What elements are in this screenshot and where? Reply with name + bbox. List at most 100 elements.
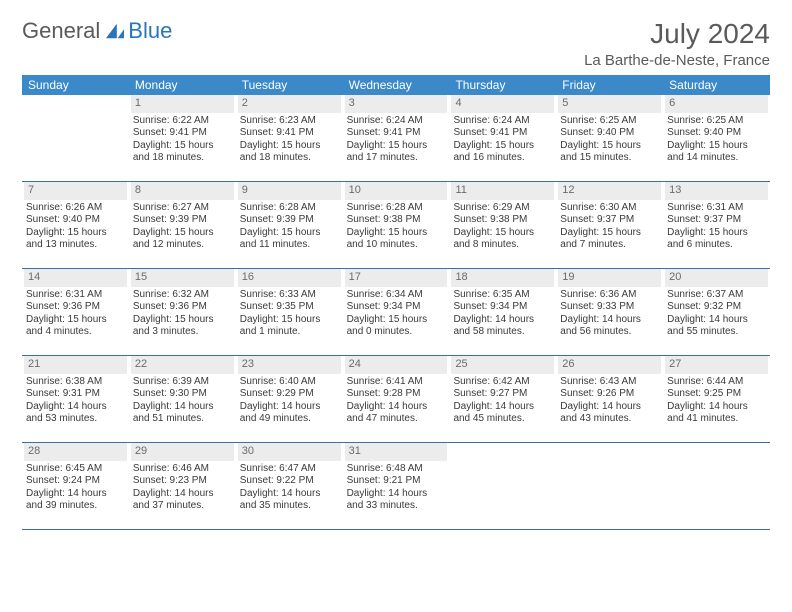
daylight-text: Daylight: 15 hours <box>24 314 127 327</box>
day-cell <box>449 443 556 529</box>
day-cell: 11 Sunrise: 6:29 AMSunset: 9:38 PMDayligh… <box>449 182 556 268</box>
daylight-text: and 6 minutes. <box>665 239 768 252</box>
sunset-text: Sunset: 9:39 PM <box>131 214 234 227</box>
sunrise-text: Sunrise: 6:48 AM <box>345 463 448 476</box>
daylight-text: Daylight: 15 hours <box>238 140 341 153</box>
daylight-text: Daylight: 14 hours <box>558 401 661 414</box>
day-number: 4 <box>451 95 554 113</box>
sunset-text: Sunset: 9:37 PM <box>665 214 768 227</box>
daylight-text: Daylight: 14 hours <box>345 488 448 501</box>
day-number: 22 <box>131 356 234 374</box>
sunrise-text: Sunrise: 6:28 AM <box>238 202 341 215</box>
day-cell: 15Sunrise: 6:32 AMSunset: 9:36 PMDayligh… <box>129 269 236 355</box>
daylight-text: and 10 minutes. <box>345 239 448 252</box>
daylight-text: and 11 minutes. <box>238 239 341 252</box>
sunset-text: Sunset: 9:22 PM <box>238 475 341 488</box>
sunrise-text: Sunrise: 6:29 AM <box>451 202 554 215</box>
daylight-text: Daylight: 14 hours <box>558 314 661 327</box>
logo-text-general: General <box>22 18 100 44</box>
daylight-text: Daylight: 15 hours <box>345 227 448 240</box>
sunset-text: Sunset: 9:23 PM <box>131 475 234 488</box>
day-number: 29 <box>131 443 234 461</box>
sunset-text: Sunset: 9:40 PM <box>558 127 661 140</box>
daylight-text: Daylight: 15 hours <box>131 314 234 327</box>
sunrise-text: Sunrise: 6:43 AM <box>558 376 661 389</box>
daylight-text: Daylight: 15 hours <box>131 227 234 240</box>
sunrise-text: Sunrise: 6:26 AM <box>24 202 127 215</box>
daylight-text: and 14 minutes. <box>665 152 768 165</box>
sunrise-text: Sunrise: 6:33 AM <box>238 289 341 302</box>
daylight-text: and 33 minutes. <box>345 500 448 513</box>
sunset-text: Sunset: 9:32 PM <box>665 301 768 314</box>
sunset-text: Sunset: 9:21 PM <box>345 475 448 488</box>
logo-text-blue: Blue <box>128 18 172 44</box>
day-cell: 23Sunrise: 6:40 AMSunset: 9:29 PMDayligh… <box>236 356 343 442</box>
sunrise-text: Sunrise: 6:30 AM <box>558 202 661 215</box>
daylight-text: Daylight: 15 hours <box>345 314 448 327</box>
daylight-text: and 43 minutes. <box>558 413 661 426</box>
day-number: 25 <box>451 356 554 374</box>
sunrise-text: Sunrise: 6:47 AM <box>238 463 341 476</box>
daylight-text: and 56 minutes. <box>558 326 661 339</box>
dow-friday: Friday <box>556 75 663 95</box>
day-number: 19 <box>558 269 661 287</box>
day-cell: 10Sunrise: 6:28 AMSunset: 9:38 PMDayligh… <box>343 182 450 268</box>
day-cell: 6Sunrise: 6:25 AMSunset: 9:40 PMDaylight… <box>663 95 770 181</box>
sunrise-text: Sunrise: 6:38 AM <box>24 376 127 389</box>
daylight-text: and 1 minute. <box>238 326 341 339</box>
day-number: 26 <box>558 356 661 374</box>
week-row: 7Sunrise: 6:26 AMSunset: 9:40 PMDaylight… <box>22 182 770 269</box>
daylight-text: Daylight: 15 hours <box>451 227 554 240</box>
daylight-text: Daylight: 14 hours <box>451 314 554 327</box>
day-cell: 7Sunrise: 6:26 AMSunset: 9:40 PMDaylight… <box>22 182 129 268</box>
daylight-text: Daylight: 15 hours <box>665 227 768 240</box>
daylight-text: and 37 minutes. <box>131 500 234 513</box>
sunset-text: Sunset: 9:31 PM <box>24 388 127 401</box>
sunrise-text: Sunrise: 6:35 AM <box>451 289 554 302</box>
daylight-text: Daylight: 15 hours <box>665 140 768 153</box>
sunset-text: Sunset: 9:38 PM <box>345 214 448 227</box>
daylight-text: Daylight: 15 hours <box>238 314 341 327</box>
day-number: 11 <box>451 182 554 200</box>
day-number: 7 <box>24 182 127 200</box>
day-number: 24 <box>345 356 448 374</box>
daylight-text: Daylight: 15 hours <box>345 140 448 153</box>
sunset-text: Sunset: 9:38 PM <box>451 214 554 227</box>
month-title: July 2024 <box>584 18 770 50</box>
sunset-text: Sunset: 9:39 PM <box>238 214 341 227</box>
daylight-text: and 12 minutes. <box>131 239 234 252</box>
sunrise-text: Sunrise: 6:40 AM <box>238 376 341 389</box>
day-cell: 3Sunrise: 6:24 AMSunset: 9:41 PMDaylight… <box>343 95 450 181</box>
daylight-text: and 58 minutes. <box>451 326 554 339</box>
day-number: 28 <box>24 443 127 461</box>
daylight-text: Daylight: 14 hours <box>345 401 448 414</box>
daylight-text: Daylight: 14 hours <box>238 488 341 501</box>
sunset-text: Sunset: 9:24 PM <box>24 475 127 488</box>
day-cell: 17Sunrise: 6:34 AMSunset: 9:34 PMDayligh… <box>343 269 450 355</box>
day-number: 6 <box>665 95 768 113</box>
sunset-text: Sunset: 9:41 PM <box>238 127 341 140</box>
daylight-text: and 0 minutes. <box>345 326 448 339</box>
sunset-text: Sunset: 9:33 PM <box>558 301 661 314</box>
day-cell: 12Sunrise: 6:30 AMSunset: 9:37 PMDayligh… <box>556 182 663 268</box>
daylight-text: Daylight: 14 hours <box>24 401 127 414</box>
sunrise-text: Sunrise: 6:45 AM <box>24 463 127 476</box>
daylight-text: and 55 minutes. <box>665 326 768 339</box>
daylight-text: Daylight: 15 hours <box>451 140 554 153</box>
logo-sail-icon <box>104 22 126 40</box>
daylight-text: and 18 minutes. <box>131 152 234 165</box>
day-cell <box>663 443 770 529</box>
day-cell: 26Sunrise: 6:43 AMSunset: 9:26 PMDayligh… <box>556 356 663 442</box>
dow-tuesday: Tuesday <box>236 75 343 95</box>
week-row: 28 Sunrise: 6:45 AMSunset: 9:24 PM Dayligh… <box>22 443 770 530</box>
day-cell: 21 Sunrise: 6:38 AMSunset: 9:31 PMDayligh… <box>22 356 129 442</box>
day-number: 1 <box>131 95 234 113</box>
dow-thursday: Thursday <box>449 75 556 95</box>
daylight-text: and 53 minutes. <box>24 413 127 426</box>
day-number: 13 <box>665 182 768 200</box>
day-cell: 2Sunrise: 6:23 AMSunset: 9:41 PMDaylight… <box>236 95 343 181</box>
daylight-text: and 49 minutes. <box>238 413 341 426</box>
logo: General Blue <box>22 18 172 44</box>
day-number: 9 <box>238 182 341 200</box>
day-number: 21 <box>24 356 127 374</box>
